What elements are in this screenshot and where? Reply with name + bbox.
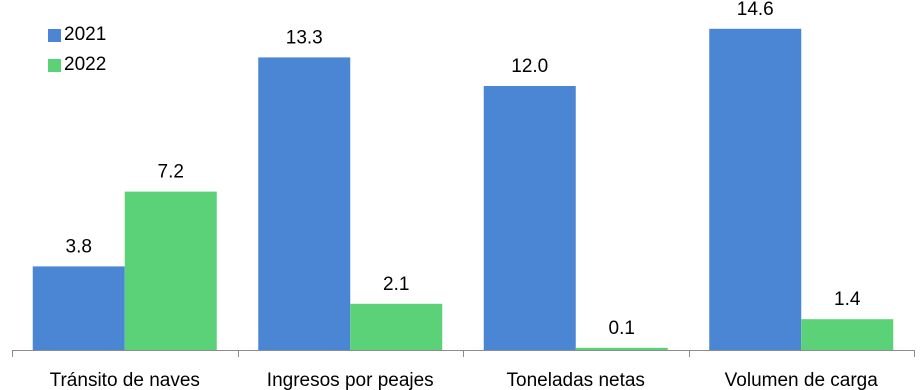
- legend-label-2022: 2022: [64, 54, 107, 75]
- bar-2022-4: [801, 319, 894, 350]
- data-label-2021-3: 12.0: [511, 56, 548, 77]
- legend-item-2021: 2021: [48, 20, 106, 50]
- legend-swatch-2022: [48, 58, 61, 72]
- bar-2022-1: [124, 191, 217, 350]
- x-tick-label-1: Tránsito de naves: [50, 370, 200, 390]
- bar-2021-2: [258, 57, 351, 351]
- x-tick-label-4: Volumen de carga: [725, 370, 879, 390]
- data-label-2021-1: 3.8: [66, 236, 92, 257]
- bar-2022-3: [575, 347, 668, 350]
- data-label-2022-1: 7.2: [158, 162, 184, 183]
- legend-item-2022: 2022: [48, 50, 106, 80]
- legend-label-2021: 2021: [64, 24, 107, 45]
- chart-legend: 2021 2022: [48, 20, 106, 80]
- data-label-2021-4: 14.6: [737, 0, 774, 20]
- data-label-2022-4: 1.4: [834, 289, 861, 310]
- bar-2021-3: [483, 86, 576, 350]
- legend-swatch-2021: [48, 28, 61, 42]
- x-tick-label-3: Toneladas netas: [507, 370, 645, 390]
- data-label-2021-2: 13.3: [286, 27, 323, 48]
- data-label-2022-2: 2.1: [383, 274, 409, 295]
- bar-2021-4: [709, 28, 802, 351]
- x-tick-label-2: Ingresos por peajes: [267, 370, 434, 390]
- bar-2022-2: [350, 303, 443, 350]
- bar-2021-1: [32, 266, 125, 350]
- data-label-2022-3: 0.1: [609, 318, 635, 339]
